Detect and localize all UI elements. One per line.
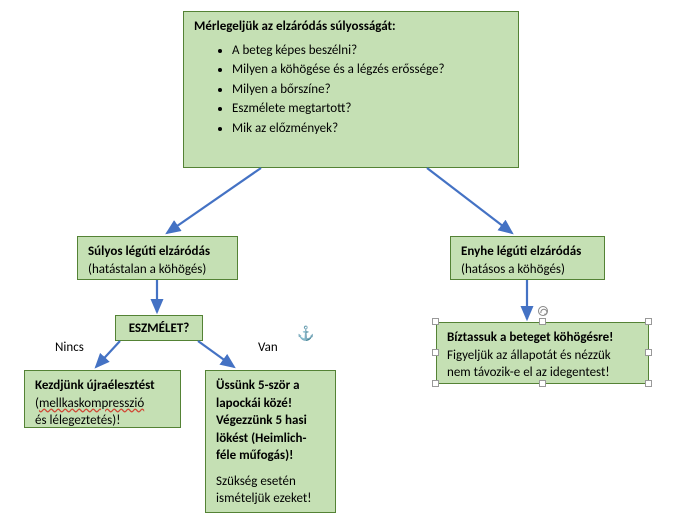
assessment-title: Mérlegeljük az elzáródás súlyosságát: xyxy=(194,18,508,36)
resus-line3: és lélegeztetés)! xyxy=(35,412,170,430)
node-consciousness: ESZMÉLET? xyxy=(115,315,203,341)
rotation-handle[interactable] xyxy=(538,306,548,316)
bullet: Mik az előzmények? xyxy=(232,120,508,138)
encourage-line3: nem távozik-e el az idegentest! xyxy=(447,364,638,382)
node-heimlich: Üssünk 5-ször a lapockái közé! Végezzünk… xyxy=(205,370,336,513)
severe-subtitle: (hatástalan a köhögés) xyxy=(88,261,227,279)
node-severe: Súlyos légúti elzáródás (hatástalan a kö… xyxy=(77,236,238,280)
heimlich-b2: Végezzünk 5 hasi lökést (Heimlich-féle m… xyxy=(216,412,325,465)
bullet: Milyen a bőrszíne? xyxy=(232,81,508,99)
heimlich-plain: Szükség esetén ismételjük ezeket! xyxy=(216,473,325,508)
consciousness-title: ESZMÉLET? xyxy=(129,321,190,336)
resus-line2: (mellkaskompresszió xyxy=(35,395,170,413)
encourage-line2: Figyeljük az állapotát és nézzük xyxy=(447,347,638,365)
resus-line1: Kezdjünk újraélesztést xyxy=(35,377,170,395)
assessment-bullets: A beteg képes beszélni? Milyen a köhögés… xyxy=(194,42,508,138)
label-no: Nincs xyxy=(55,340,84,355)
bullet: A beteg képes beszélni? xyxy=(232,42,508,60)
bullet: Eszmélete megtartott? xyxy=(232,100,508,118)
encourage-title: Bíztassuk a beteget köhögésre! xyxy=(447,329,638,347)
mild-subtitle: (hatásos a köhögés) xyxy=(461,261,594,279)
bullet: Milyen a köhögése és a légzés erőssége? xyxy=(232,61,508,79)
anchor-icon: ⚓ xyxy=(297,325,314,342)
heimlich-b1: Üssünk 5-ször a lapockái közé! xyxy=(216,377,325,412)
node-resuscitation: Kezdjünk újraélesztést (mellkaskompressz… xyxy=(24,370,181,428)
mild-title: Enyhe légúti elzáródás xyxy=(461,243,594,261)
node-encourage-cough[interactable]: Bíztassuk a beteget köhögésre! Figyeljük… xyxy=(436,322,649,384)
label-yes: Van xyxy=(258,340,278,355)
node-assessment: Mérlegeljük az elzáródás súlyosságát: A … xyxy=(183,11,519,168)
severe-title: Súlyos légúti elzáródás xyxy=(88,243,227,261)
node-mild: Enyhe légúti elzáródás (hatásos a köhögé… xyxy=(450,236,605,280)
